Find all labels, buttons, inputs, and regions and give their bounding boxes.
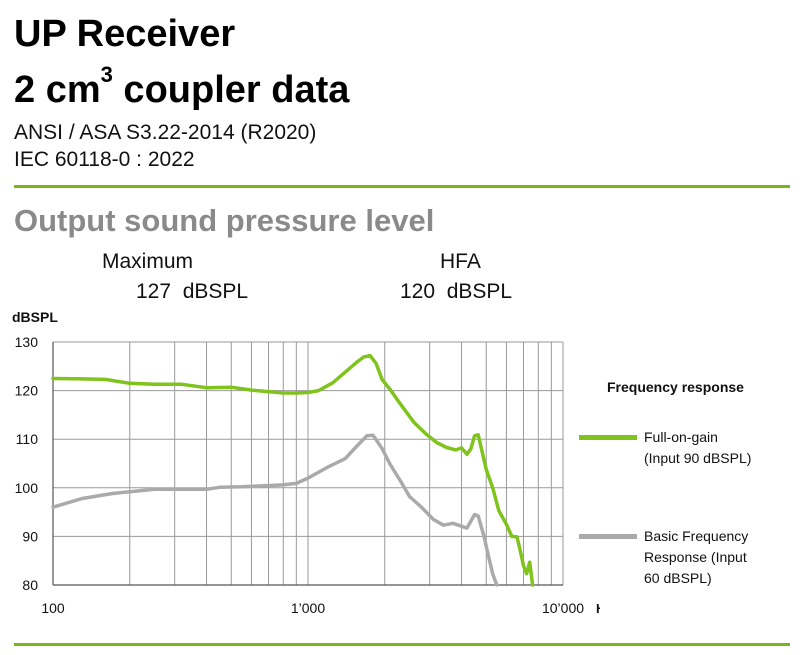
standard-iec: IEC 60118-0 : 2022	[14, 148, 195, 171]
x-tick-label: 10’000	[542, 600, 584, 616]
legend-label-basic: Basic Frequency Response (Input 60 dBSPL…	[644, 526, 748, 589]
x-tick-label: 100	[41, 600, 65, 616]
page-title: UP Receiver	[14, 13, 236, 55]
series-line-basic-frequency-response	[51, 433, 499, 587]
subtitle-prefix: 2 cm	[14, 69, 101, 111]
x-axis-label: Hz	[596, 601, 600, 616]
y-tick-label: 100	[15, 480, 39, 496]
maximum-label: Maximum	[102, 250, 194, 273]
section-title: Output sound pressure level	[14, 203, 435, 238]
frequency-response-chart: 80 90 100 110 120 130 100 1’000 10’000 dBSPL Hz	[12, 309, 600, 616]
y-tick-label: 80	[22, 577, 38, 593]
hfa-label: HFA	[440, 250, 481, 273]
y-tick-label: 120	[15, 383, 39, 399]
hfa-value: 120 dBSPL	[400, 280, 513, 303]
legend-swatch-full-on-gain	[579, 435, 637, 440]
subtitle-superscript: 3	[100, 62, 113, 87]
legend-line: (Input 90 dBSPL)	[644, 450, 752, 466]
page-subtitle: 2 cm3 coupler data	[14, 64, 350, 111]
x-tick-label: 1’000	[291, 600, 325, 616]
subtitle-suffix: coupler data	[112, 69, 350, 111]
legend-swatch-basic	[579, 534, 637, 539]
y-tick-label: 90	[22, 528, 38, 544]
legend-line: Full-on-gain	[644, 429, 718, 445]
legend-line: Basic Frequency	[644, 528, 749, 544]
tick-labels: 80 90 100 110 120 130 100 1’000 10’000 dBSPL Hz	[12, 309, 600, 616]
legend-line: 60 dBSPL)	[644, 570, 712, 586]
standard-ansi: ANSI / ASA S3.22-2014 (R2020)	[14, 121, 317, 144]
legend-line: Response (Input	[644, 549, 747, 565]
axes	[52, 342, 563, 586]
y-tick-label: 110	[16, 431, 39, 447]
maximum-value: 127 dBSPL	[136, 280, 249, 303]
bottom-divider	[14, 643, 790, 646]
legend-label-full-on-gain: Full-on-gain (Input 90 dBSPL)	[644, 427, 751, 469]
top-divider	[14, 185, 790, 188]
y-axis-label: dBSPL	[12, 309, 58, 325]
series-line-full-on-gain	[51, 353, 535, 587]
y-tick-label: 130	[15, 334, 39, 350]
series	[51, 353, 535, 587]
legend-title: Frequency response	[607, 379, 744, 395]
